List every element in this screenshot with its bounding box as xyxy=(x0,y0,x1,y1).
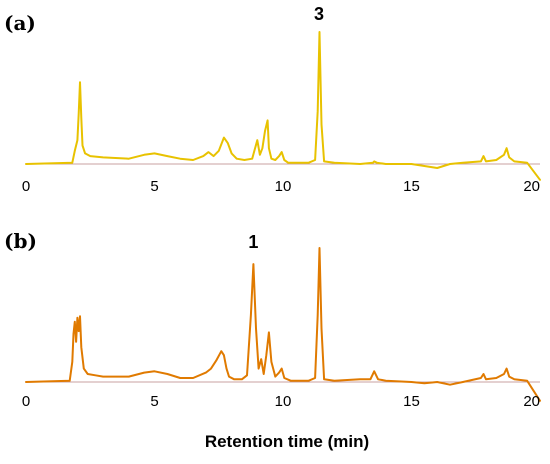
panel-a-x-tick-labels: 0 5 10 15 20 xyxy=(22,178,540,195)
x-tick-label-0: 0 xyxy=(22,178,30,195)
panel-a-trace xyxy=(25,31,541,181)
panel-b-chromatogram: (b) 1 0 5 10 15 20 xyxy=(4,229,541,410)
x-tick-label-10: 10 xyxy=(275,178,292,195)
x-tick-label-15: 15 xyxy=(403,178,420,195)
panel-b-x-tick-labels: 0 5 10 15 20 xyxy=(22,393,540,410)
x-tick-label-20: 20 xyxy=(523,178,540,195)
panel-a-peak-label-3: 3 xyxy=(314,4,324,24)
x-axis-title: Retention time (min) xyxy=(205,432,369,451)
panel-b-label: (b) xyxy=(4,229,37,253)
x-tick-label-20: 20 xyxy=(523,393,540,410)
panel-b-trace xyxy=(25,247,541,402)
x-tick-label-10: 10 xyxy=(275,393,292,410)
x-tick-label-5: 5 xyxy=(150,178,158,195)
x-tick-label-15: 15 xyxy=(403,393,420,410)
x-tick-label-0: 0 xyxy=(22,393,30,410)
x-tick-label-5: 5 xyxy=(150,393,158,410)
panel-a-label: (a) xyxy=(4,11,36,35)
panel-a-chromatogram: (a) 3 0 5 10 15 20 xyxy=(4,4,541,195)
panel-b-peak-label-1: 1 xyxy=(248,232,258,252)
